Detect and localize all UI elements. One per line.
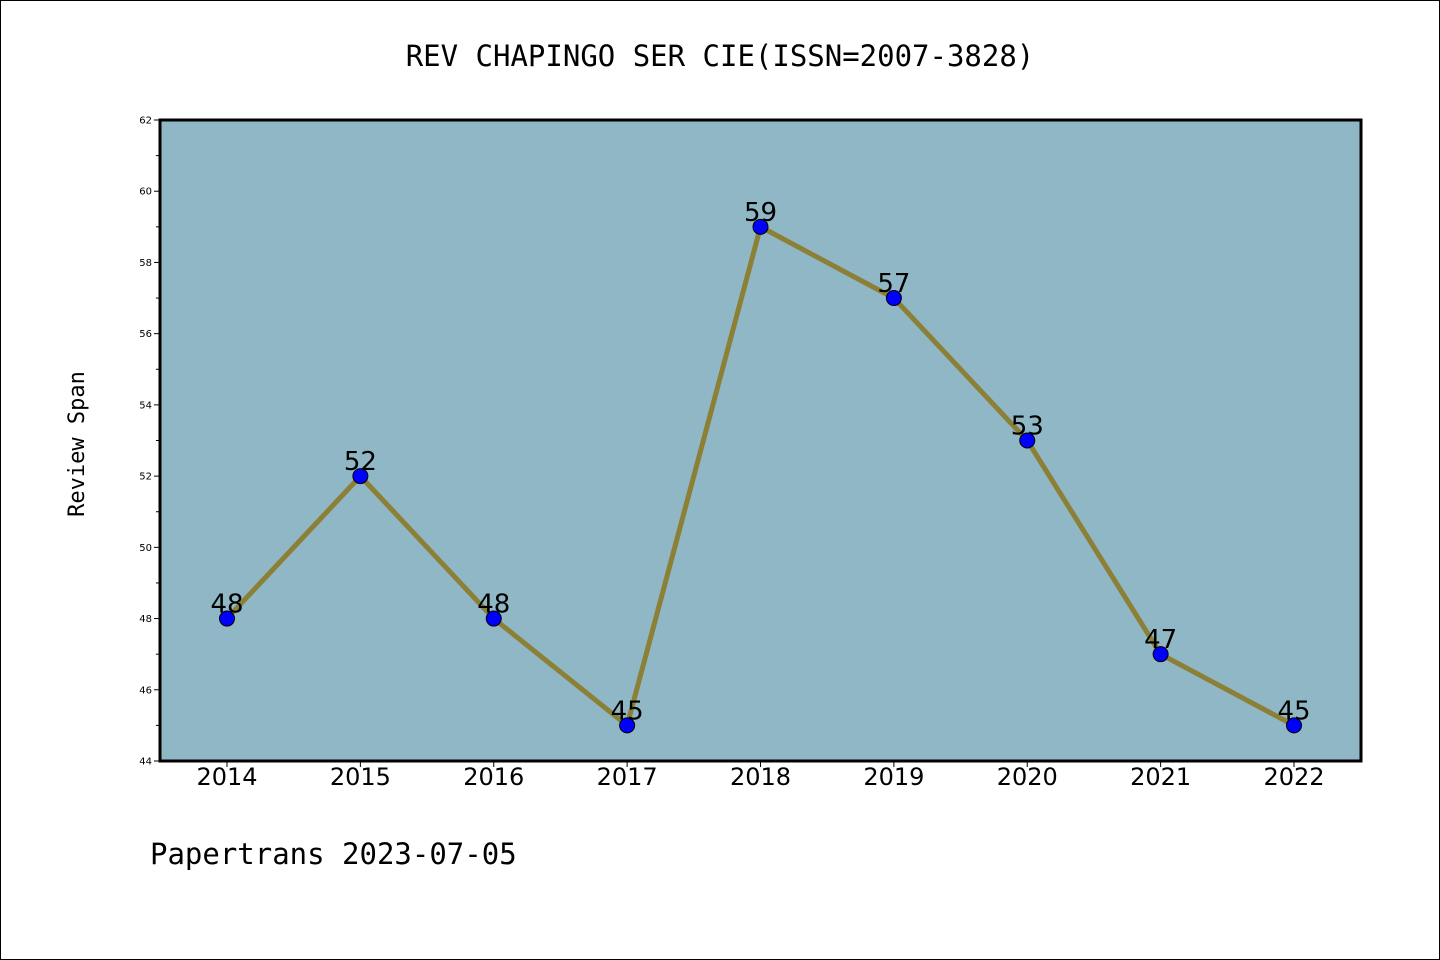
data-point-label: 48 [210,590,243,620]
y-tick-label: 62 [139,116,152,127]
x-tick-label: 2021 [1130,763,1191,791]
chart-title: REV CHAPINGO SER CIE(ISSN=2007-3828) [406,39,1035,73]
x-tick-label: 2022 [1263,763,1324,791]
data-point-marker [352,468,369,485]
y-tick-label: 48 [139,614,152,625]
data-point-label: 45 [1277,696,1310,726]
data-point-marker [1152,646,1169,663]
y-tick-label: 58 [139,258,152,269]
y-tick-label: 46 [139,685,152,696]
data-point-label: 47 [1144,625,1177,655]
data-point-label: 57 [877,269,910,299]
data-point-marker [1019,432,1036,449]
x-tick-label: 2017 [597,763,658,791]
y-axis-label: Review Span [65,371,90,517]
data-point-marker [1286,717,1302,734]
y-tick-label: 52 [139,472,152,483]
data-point-label: 59 [744,198,777,228]
data-point-label: 53 [1011,412,1044,442]
x-tick-label: 2019 [863,763,924,791]
x-tick-label: 2016 [463,763,524,791]
x-tick-label: 2014 [196,763,257,791]
x-tick-label: 2018 [730,763,791,791]
data-point-marker [219,610,235,627]
data-point-label: 48 [477,590,510,620]
data-point-marker [752,218,769,235]
y-tick-label: 50 [139,543,152,554]
y-tick-label: 44 [139,757,152,768]
data-point-marker [885,290,902,307]
y-tick-label: 60 [139,187,152,198]
x-axis: 2014 2015 2016 2017 2018 2019 2020 2021 2022 [196,761,1325,791]
markers-group [219,218,1302,734]
data-labels-group: 48 52 48 45 59 57 53 47 45 [210,198,1310,727]
x-tick-label: 2015 [330,763,391,791]
footer-text: Papertrans 2023-07-05 [150,837,517,871]
data-point-label: 45 [611,696,644,726]
x-tick-label: 2020 [997,763,1058,791]
y-tick-label: 56 [139,329,152,340]
data-point-marker [619,717,636,734]
data-point-label: 52 [344,447,377,477]
plot-border [158,118,1363,763]
y-tick-label: 54 [139,400,152,411]
y-axis: 44 46 48 50 52 54 56 58 60 62 [139,116,160,768]
data-point-marker [485,610,502,627]
